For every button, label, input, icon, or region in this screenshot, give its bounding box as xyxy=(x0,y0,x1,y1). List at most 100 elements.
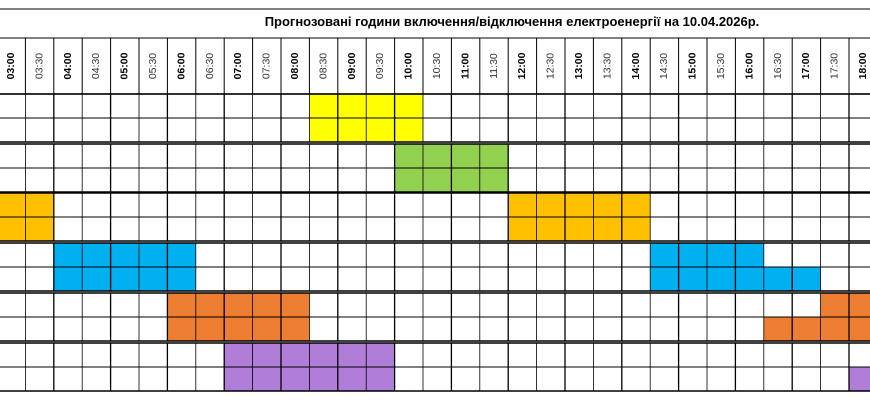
time-slot-label: 04:00 xyxy=(62,52,74,79)
outage-slot-cell xyxy=(195,293,225,317)
outage-slot-cell xyxy=(650,243,679,267)
time-slot-label: 05:30 xyxy=(147,53,159,79)
outage-slot-cell xyxy=(167,243,196,267)
outage-slot-cell xyxy=(252,293,281,317)
outage-slot-cell xyxy=(309,367,338,391)
outage-slot-cell xyxy=(366,118,395,142)
time-slot-label: 06:00 xyxy=(175,52,187,79)
time-slot-label: 09:30 xyxy=(374,53,386,79)
outage-slot-cell xyxy=(309,343,338,367)
outage-slot-cell xyxy=(337,343,367,367)
outage-slot-cell xyxy=(394,168,423,192)
outage-slot-cell xyxy=(224,293,253,317)
outage-slot-cell xyxy=(366,94,395,118)
time-slot-label: 13:00 xyxy=(573,52,585,79)
outage-slot-cell xyxy=(565,217,594,241)
outage-slot-cell xyxy=(735,243,764,267)
outage-slot-cell xyxy=(53,243,83,267)
outage-slot-cell xyxy=(366,367,395,391)
outage-slot-cell xyxy=(281,317,310,341)
outage-slot-cell xyxy=(593,193,622,217)
outage-slot-cell xyxy=(82,267,111,291)
outage-slot-cell xyxy=(508,217,537,241)
outage-slot-cell xyxy=(849,317,870,341)
outage-slot-cell xyxy=(394,144,423,168)
outage-slot-cell xyxy=(849,293,870,317)
time-slot-label: 03:30 xyxy=(33,53,45,79)
outage-slot-cell xyxy=(707,267,736,291)
outage-slot-cell xyxy=(621,217,651,241)
outage-slot-cell xyxy=(735,267,764,291)
outage-slot-cell xyxy=(479,144,509,168)
outage-slot-cell xyxy=(224,343,253,367)
outage-slot-cell xyxy=(252,367,281,391)
time-slot-label: 06:30 xyxy=(204,53,216,79)
outage-slot-cell xyxy=(536,217,565,241)
outage-slot-cell xyxy=(565,193,594,217)
outage-slot-cell xyxy=(820,293,849,317)
outage-slot-cell xyxy=(423,168,452,192)
outage-slot-cell xyxy=(53,267,83,291)
time-slot-label: 18:00 xyxy=(857,52,869,79)
time-slot-label: 12:30 xyxy=(545,53,557,79)
outage-slot-cell xyxy=(167,293,196,317)
time-slot-label: 16:30 xyxy=(772,53,784,79)
outage-slot-cell xyxy=(139,267,168,291)
outage-slot-cell xyxy=(337,94,367,118)
time-slot-label: 12:00 xyxy=(516,52,528,79)
time-slot-label: 07:00 xyxy=(232,52,244,79)
time-slot-label: 10:00 xyxy=(403,52,415,79)
time-slot-label: 11:00 xyxy=(459,53,471,79)
outage-slot-cell xyxy=(621,193,651,217)
outage-slot-cell xyxy=(423,144,452,168)
outage-slot-cell xyxy=(25,217,54,241)
time-slot-label: 04:30 xyxy=(90,53,102,79)
outage-slot-cell xyxy=(167,317,196,341)
time-slot-label: 17:30 xyxy=(829,53,841,79)
outage-slot-cell xyxy=(0,217,26,241)
outage-slot-cell xyxy=(536,193,565,217)
outage-slot-cell xyxy=(792,317,821,341)
outage-slot-cell xyxy=(678,243,707,267)
time-slot-label: 08:00 xyxy=(289,52,301,79)
time-slot-label: 11:30 xyxy=(488,53,500,79)
schedule-title: Прогнозовані години включення/відключенн… xyxy=(265,14,760,29)
outage-slot-cell xyxy=(792,267,821,291)
outage-slot-cell xyxy=(707,243,736,267)
outage-slot-cell xyxy=(82,243,111,267)
time-slot-label: 15:00 xyxy=(687,52,699,79)
time-slot-label: 17:00 xyxy=(800,52,812,79)
outage-slot-cell xyxy=(25,193,54,217)
outage-slot-cell xyxy=(508,193,537,217)
outage-slot-cell xyxy=(593,217,622,241)
outage-slot-cell xyxy=(110,267,139,291)
outage-slot-cell xyxy=(820,317,849,341)
time-slot-label: 10:30 xyxy=(431,53,443,79)
outage-slot-cell xyxy=(252,343,281,367)
outage-slot-cell xyxy=(650,267,679,291)
outage-slot-cell xyxy=(252,317,281,341)
outage-slot-cell xyxy=(281,343,310,367)
outage-slot-cell xyxy=(309,94,338,118)
outage-slot-cell xyxy=(309,118,338,142)
outage-slot-cell xyxy=(394,118,423,142)
time-slot-label: 03:00 xyxy=(5,52,17,79)
outage-slot-cell xyxy=(849,367,870,391)
time-slot-label: 14:30 xyxy=(658,53,670,79)
time-slot-label: 05:00 xyxy=(119,52,131,79)
outage-slot-cell xyxy=(763,267,793,291)
time-slot-label: 15:30 xyxy=(715,53,727,79)
outage-slot-cell xyxy=(281,367,310,391)
outage-slot-cell xyxy=(337,367,367,391)
outage-slot-cell xyxy=(167,267,196,291)
outage-slot-cell xyxy=(366,343,395,367)
outage-slot-cell xyxy=(479,168,509,192)
time-slot-label: 14:00 xyxy=(630,52,642,79)
outage-slot-cell xyxy=(0,193,26,217)
outage-slot-cell xyxy=(224,317,253,341)
outage-slot-cell xyxy=(224,367,253,391)
outage-slot-cell xyxy=(451,168,480,192)
outage-slot-cell xyxy=(394,94,423,118)
outage-slot-cell xyxy=(139,243,168,267)
